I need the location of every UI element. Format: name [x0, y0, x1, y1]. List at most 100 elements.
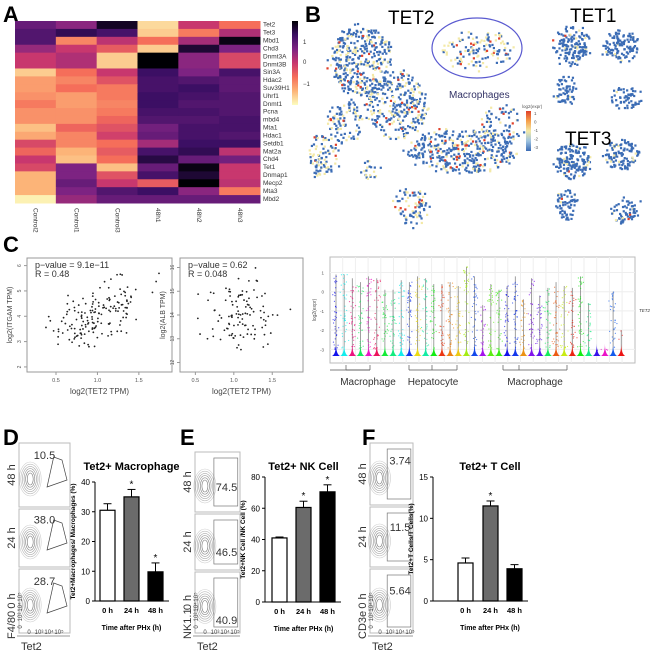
violin-point — [544, 342, 546, 344]
cell-dot — [396, 200, 399, 203]
violin-point — [589, 330, 591, 332]
heatmap-column-label: Control3 — [113, 208, 120, 233]
heatmap-cell — [15, 171, 57, 180]
cell-dot — [316, 174, 319, 177]
cell-dot — [387, 46, 390, 49]
cell-dot — [339, 106, 342, 110]
cell-dot — [350, 77, 353, 80]
cell-dot — [620, 154, 623, 157]
scatter-point — [99, 286, 101, 289]
cell-dot — [363, 40, 367, 43]
cell-dot — [337, 149, 340, 152]
cell-dot — [606, 46, 609, 49]
flow-cytometry-D: 10.548 h38.024 h28.70 h0 10³ 10⁴ 10⁵010³10⁴… — [6, 442, 71, 651]
scatter-point — [267, 315, 270, 318]
violin-point — [560, 314, 563, 316]
cell-dot — [376, 117, 379, 120]
cell-dot — [564, 51, 567, 55]
violin-point — [340, 314, 342, 316]
cell-dot — [564, 47, 567, 50]
cell-dot — [315, 145, 318, 148]
cell-dot — [428, 165, 431, 168]
violin-point — [465, 323, 468, 325]
cell-dot — [613, 53, 616, 56]
violin-point — [488, 328, 490, 330]
cell-dot — [564, 34, 567, 37]
violin-point — [555, 300, 557, 302]
cell-dot — [482, 130, 485, 133]
violin-point — [515, 290, 517, 292]
x-tick-label: 10⁵ — [230, 629, 240, 636]
cell-dot — [312, 153, 315, 156]
cell-dot — [552, 95, 555, 98]
scatter-point — [124, 294, 127, 297]
violin-point — [484, 309, 486, 311]
cell-dot — [359, 85, 362, 89]
cell-dot — [490, 144, 493, 147]
violin-point — [448, 309, 450, 311]
violin-point — [555, 322, 558, 324]
cell-dot — [489, 40, 492, 43]
cell-dot — [486, 117, 489, 120]
violin-point — [506, 287, 508, 289]
cell-dot — [617, 50, 620, 53]
cell-dot — [500, 158, 504, 161]
scatter-point — [253, 289, 255, 291]
cell-dot — [440, 156, 444, 159]
scatter-point — [252, 310, 255, 313]
cell-dot — [626, 162, 630, 166]
bar — [271, 537, 288, 603]
violin-body — [348, 343, 357, 357]
cell-dot — [337, 74, 340, 77]
cell-dot — [418, 113, 421, 116]
cell-dot — [356, 91, 359, 94]
violin-point — [344, 318, 346, 320]
y-tick-label: 40 — [251, 536, 260, 545]
heatmap-cell — [55, 28, 98, 38]
cell-dot — [344, 76, 347, 79]
cell-dot — [355, 63, 358, 66]
cell-dot — [619, 101, 622, 104]
cell-dot — [335, 48, 339, 52]
cell-dot — [388, 86, 391, 90]
cell-dot — [443, 167, 446, 170]
cell-dot — [449, 138, 452, 141]
scatter-point — [126, 300, 128, 303]
cell-dot — [459, 39, 462, 42]
violin-body — [511, 343, 520, 357]
cell-dot — [627, 203, 630, 206]
cell-dot — [408, 106, 412, 109]
violin-point — [398, 316, 400, 318]
violin-point — [432, 288, 435, 290]
violin-point — [426, 338, 428, 340]
violin-point — [425, 328, 427, 330]
cell-dot — [447, 151, 450, 154]
violin-point — [610, 319, 612, 322]
cell-dot — [570, 203, 573, 206]
cell-dot — [581, 168, 584, 171]
cell-dot — [569, 199, 572, 202]
cell-dot — [357, 56, 360, 59]
cell-dot — [479, 163, 482, 167]
violin-point — [613, 306, 615, 308]
cell-dot — [353, 72, 356, 75]
scatter-point — [121, 274, 124, 276]
cell-dot — [564, 147, 568, 150]
scatter-point — [252, 324, 254, 327]
cell-dot — [460, 60, 463, 63]
violin-point — [348, 339, 350, 342]
violin-point — [407, 293, 410, 295]
cell-dot — [630, 49, 633, 52]
violin-point — [378, 294, 380, 297]
violin-point — [536, 313, 538, 316]
cell-dot — [392, 104, 395, 107]
violin-point — [490, 331, 492, 333]
cell-dot — [342, 114, 345, 117]
cell-dot — [572, 98, 576, 101]
cell-dot — [416, 116, 419, 119]
violin-point — [560, 305, 562, 307]
violin-point — [524, 303, 526, 305]
x-axis-label: log2(TET2 TPM) — [70, 387, 129, 396]
heatmap-cell — [55, 108, 98, 117]
